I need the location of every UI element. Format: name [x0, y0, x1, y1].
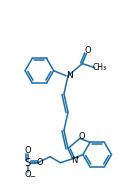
Text: O: O	[37, 158, 43, 167]
Text: S: S	[25, 158, 31, 168]
Text: O: O	[78, 132, 85, 141]
Text: O: O	[24, 146, 31, 155]
Text: O: O	[24, 170, 31, 179]
Text: CH₃: CH₃	[93, 63, 107, 72]
Text: N: N	[66, 71, 72, 80]
Text: +: +	[75, 155, 80, 160]
Text: O: O	[84, 46, 91, 55]
Text: −: −	[29, 174, 35, 180]
Text: N: N	[72, 156, 78, 165]
